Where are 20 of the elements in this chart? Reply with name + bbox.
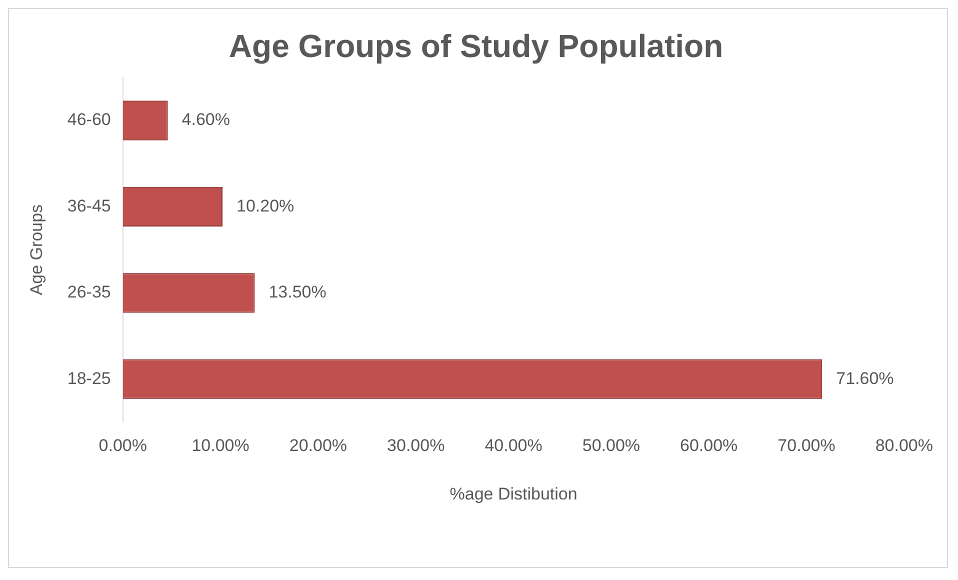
x-tick-label: 10.00% <box>192 436 250 456</box>
x-tick-label: 80.00% <box>875 436 934 456</box>
x-tick-label: 0.00% <box>98 436 147 456</box>
chart-title: Age Groups of Study Population <box>228 28 724 64</box>
data-label: 13.50% <box>268 282 326 302</box>
y-tick-label: 18-25 <box>67 368 111 388</box>
x-tick-label: 50.00% <box>582 436 640 456</box>
y-tick-label: 46-60 <box>67 110 111 130</box>
y-tick-label: 26-35 <box>67 282 111 302</box>
x-axis-title: %age Distibution <box>450 484 578 504</box>
data-label: 71.60% <box>836 368 894 388</box>
x-tick-label: 60.00% <box>680 436 738 456</box>
data-label: 4.60% <box>182 110 230 130</box>
x-tick-label: 70.00% <box>778 436 836 456</box>
x-tick-label: 30.00% <box>387 436 445 456</box>
data-label: 10.20% <box>236 196 294 216</box>
x-tick-label: 20.00% <box>289 436 348 456</box>
x-tick-label: 40.00% <box>484 436 542 456</box>
y-axis-title: Age Groups <box>26 204 46 296</box>
y-tick-label: 36-45 <box>67 196 111 216</box>
